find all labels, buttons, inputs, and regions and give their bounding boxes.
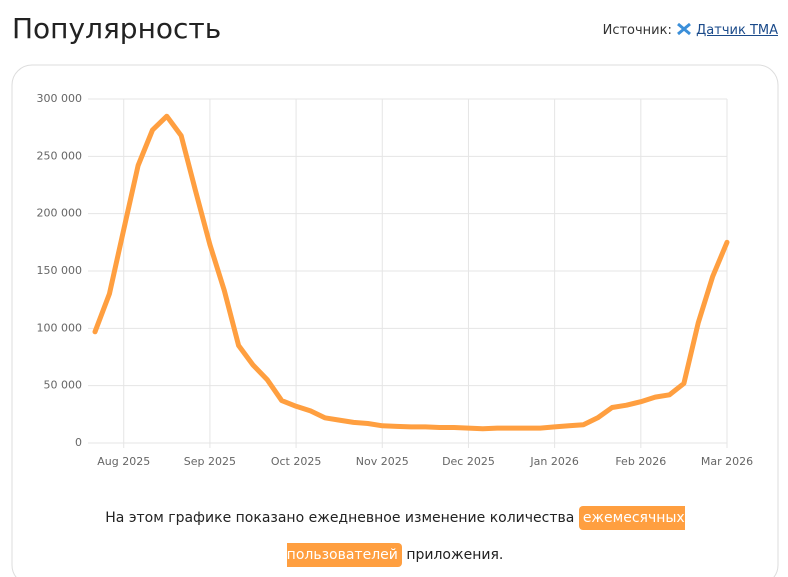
y-tick-label: 250 000: [37, 149, 83, 162]
caption-text: приложения.: [406, 547, 504, 563]
x-tick-label: Dec 2025: [442, 455, 495, 468]
x-tick-label: Aug 2025: [97, 455, 150, 468]
y-tick-label: 0: [75, 436, 82, 449]
x-tick-label: Mar 2026: [701, 455, 753, 468]
x-tick-label: Nov 2025: [356, 455, 409, 468]
y-tick-label: 100 000: [37, 321, 83, 334]
x-tick-label: Jan 2026: [529, 455, 578, 468]
caption-text: На этом графике показано ежедневное изме…: [105, 510, 575, 526]
source-label: Источник:: [602, 23, 672, 38]
y-tick-label: 50 000: [44, 379, 83, 392]
caption: На этом графике показано ежедневное изме…: [100, 500, 690, 574]
source-icon: [677, 22, 691, 36]
title: Популярность: [12, 12, 222, 45]
y-tick-label: 300 000: [37, 92, 83, 105]
card: [11, 64, 779, 577]
source: Источник: Датчик TMA: [603, 22, 778, 38]
x-tick-label: Feb 2026: [615, 455, 666, 468]
x-tick-label: Oct 2025: [271, 455, 322, 468]
source-link[interactable]: Датчик TMA: [696, 23, 778, 38]
x-tick-label: Sep 2025: [184, 455, 236, 468]
y-tick-label: 200 000: [37, 207, 83, 220]
line: [92, 113, 730, 432]
y-tick-label: 150 000: [37, 264, 83, 277]
